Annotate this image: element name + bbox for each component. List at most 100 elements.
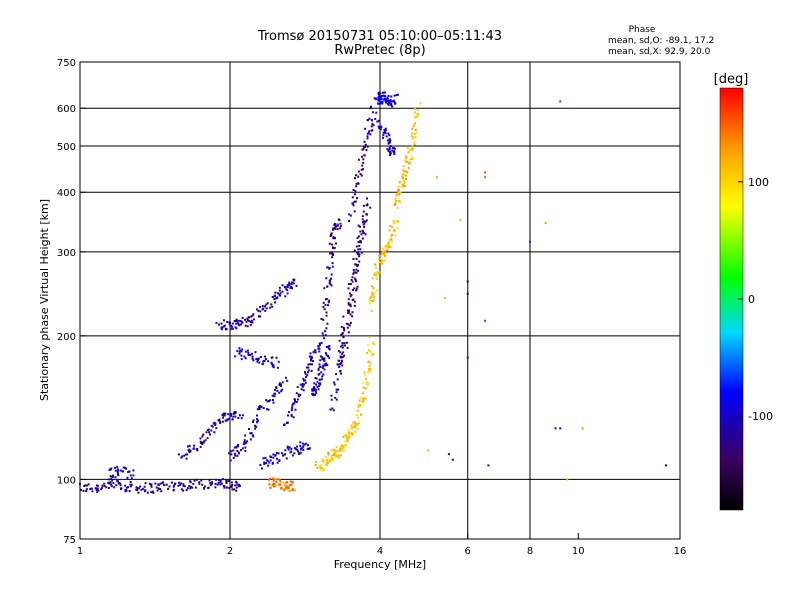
echo-point [361, 237, 364, 240]
echo-point [389, 140, 391, 142]
echo-point [398, 199, 401, 202]
echo-point [310, 359, 312, 362]
echo-point [372, 124, 375, 127]
echo-point [246, 319, 249, 322]
echo-point [333, 247, 336, 249]
echo-point [383, 253, 386, 255]
echo-point [177, 453, 180, 456]
echo-point [150, 491, 153, 494]
echo-point [301, 446, 304, 449]
echo-point [356, 236, 359, 239]
echo-point [317, 345, 320, 348]
echo-point [342, 435, 345, 438]
echo-point [354, 177, 356, 180]
echo-point [367, 382, 370, 385]
echo-point [405, 160, 408, 163]
echo-point [404, 170, 407, 173]
echo-point [112, 482, 115, 484]
echo-point [252, 359, 255, 362]
echo-point [364, 220, 367, 223]
echo-point [305, 376, 307, 379]
echo-point [363, 397, 366, 400]
echo-point [287, 485, 290, 488]
echo-point [214, 486, 217, 489]
echo-point [407, 166, 410, 169]
echo-point [416, 115, 419, 118]
x-axis-label: Frequency [MHz] [334, 558, 426, 571]
echo-point [332, 409, 335, 412]
echo-point [283, 488, 286, 490]
echo-point [181, 455, 184, 458]
echo-point [388, 146, 391, 149]
echo-point [381, 102, 384, 105]
echo-point [487, 464, 490, 467]
echo-point [372, 341, 374, 344]
echo-point [211, 482, 214, 485]
echo-point [334, 451, 336, 453]
x-tick-label: 16 [674, 546, 687, 557]
echo-point [427, 449, 430, 452]
echo-point [374, 263, 377, 266]
echo-point [130, 483, 133, 486]
echo-point [358, 253, 361, 256]
echo-point [353, 200, 356, 203]
y-tick-label: 500 [57, 142, 76, 153]
echo-point [317, 368, 320, 371]
echo-point [291, 404, 294, 407]
echo-point [192, 482, 195, 485]
echo-point [417, 113, 419, 116]
echo-point [406, 147, 409, 149]
echo-point [363, 140, 366, 143]
echo-point [244, 449, 247, 452]
echo-point [322, 306, 325, 308]
echo-point [272, 453, 275, 456]
echo-point [248, 320, 251, 323]
echo-point [360, 251, 363, 254]
echo-point [293, 452, 296, 455]
echo-point [333, 452, 336, 455]
echo-point [466, 356, 469, 359]
echo-point [308, 355, 311, 358]
echo-point [353, 287, 356, 290]
echo-point [101, 486, 104, 489]
echo-point [393, 150, 396, 153]
echo-point [327, 301, 330, 304]
echo-point [119, 482, 122, 485]
echo-point [231, 327, 234, 330]
echo-point [357, 409, 360, 412]
echo-point [193, 444, 196, 447]
echo-point [379, 92, 382, 95]
echo-point [233, 488, 236, 491]
echo-point [85, 490, 88, 492]
echo-point [365, 149, 368, 152]
echo-point [357, 422, 360, 425]
echo-point [318, 372, 321, 375]
echo-point [226, 418, 229, 421]
echo-point [336, 224, 339, 227]
echo-point [116, 479, 119, 482]
echo-point [341, 356, 344, 358]
echo-point [348, 309, 350, 312]
echo-point [319, 359, 322, 362]
echo-point [299, 444, 302, 447]
echo-point [241, 348, 244, 351]
echo-point [293, 402, 296, 405]
echo-point [96, 487, 99, 490]
echo-point [229, 459, 232, 462]
echo-point [377, 125, 380, 128]
echo-point [257, 359, 259, 362]
echo-point [338, 219, 341, 222]
echo-point [238, 352, 241, 355]
echo-point [228, 417, 231, 420]
echo-point [314, 377, 317, 379]
echo-point [239, 319, 242, 322]
echo-point [244, 350, 247, 353]
echo-point [386, 243, 389, 246]
echo-point [349, 295, 352, 298]
echo-point [110, 483, 112, 486]
echo-point [387, 149, 390, 152]
echo-point [361, 218, 364, 221]
echo-point [295, 392, 298, 395]
echo-point [189, 487, 192, 490]
